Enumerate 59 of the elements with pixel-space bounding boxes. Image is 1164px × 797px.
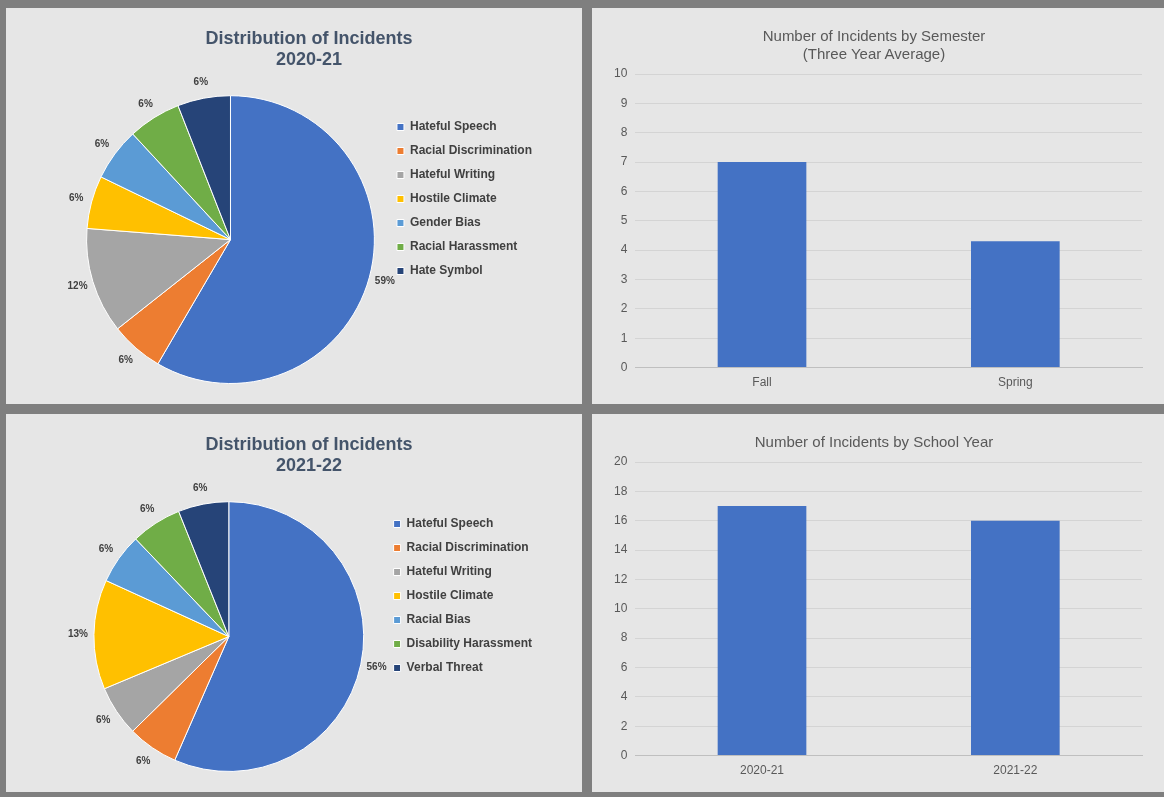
data-label: 6%: [193, 76, 209, 88]
data-label: 6%: [98, 542, 114, 554]
chart-subtitle: 2021-22: [275, 455, 343, 476]
y-tick-label: 2: [620, 718, 628, 733]
chart-title: Number of Incidents by Semester: [762, 27, 986, 45]
y-tick-label: 6: [620, 659, 628, 674]
data-label: 12%: [67, 279, 88, 291]
y-tick-label: 14: [613, 542, 628, 557]
legend-label: Hate Symbol: [409, 263, 483, 278]
chart-title: Distribution of Incidents: [205, 27, 413, 48]
legend-label: Disability Harassment: [406, 636, 533, 651]
legend-label: Racial Harassment: [409, 239, 518, 254]
y-tick-label: 4: [620, 689, 628, 704]
y-tick-label: 1: [620, 330, 628, 345]
data-label: 13%: [67, 627, 89, 639]
data-label: 6%: [95, 713, 111, 725]
y-tick-label: 6: [620, 183, 628, 198]
legend-label: Hateful Writing: [406, 564, 492, 579]
y-tick-label: 5: [620, 213, 628, 228]
legend-label: Hostile Climate: [409, 191, 497, 206]
chart-title: Number of Incidents by School Year: [754, 433, 994, 451]
y-tick-label: 8: [620, 630, 628, 645]
y-tick-label: 4: [620, 242, 628, 257]
data-label: 6%: [94, 138, 110, 150]
y-tick-label: 10: [613, 66, 628, 81]
legend-label: Hostile Climate: [406, 588, 494, 603]
y-tick-label: 3: [620, 271, 628, 286]
x-tick-label: Fall: [752, 375, 772, 390]
legend-label: Verbal Threat: [406, 660, 483, 675]
data-label: 6%: [140, 503, 155, 515]
y-tick-label: 2: [620, 301, 628, 316]
data-label: 59%: [374, 275, 395, 287]
legend-label: Hateful Speech: [406, 516, 494, 531]
y-tick-label: 18: [613, 483, 628, 498]
y-tick-label: 16: [613, 513, 628, 528]
y-tick-label: 8: [620, 125, 628, 140]
y-tick-label: 12: [613, 571, 628, 586]
y-tick-label: 20: [613, 454, 628, 469]
chart-title: Distribution of Incidents: [205, 433, 413, 454]
legend-label: Hateful Speech: [409, 119, 497, 134]
data-label: 6%: [118, 354, 133, 366]
legend-label: Racial Bias: [406, 612, 471, 627]
chart-subtitle: 2020-21: [275, 49, 343, 70]
data-label: 6%: [136, 754, 151, 766]
y-tick-label: 10: [613, 601, 628, 616]
y-tick-label: 0: [620, 359, 628, 374]
legend-label: Hateful Writing: [409, 167, 496, 182]
legend-label: Racial Discrimination: [406, 540, 529, 555]
chart-subtitle: (Three Year Average): [802, 45, 946, 63]
data-label: 6%: [138, 97, 153, 109]
data-label: 6%: [193, 482, 208, 494]
legend-label: Gender Bias: [409, 215, 481, 230]
x-tick-label: Spring: [997, 375, 1033, 390]
y-tick-label: 7: [620, 154, 628, 169]
data-label: 56%: [366, 661, 387, 673]
y-tick-label: 9: [620, 95, 628, 110]
legend-label: Racial Discrimination: [409, 143, 533, 158]
data-label: 6%: [68, 191, 84, 203]
y-tick-label: 0: [620, 747, 628, 762]
